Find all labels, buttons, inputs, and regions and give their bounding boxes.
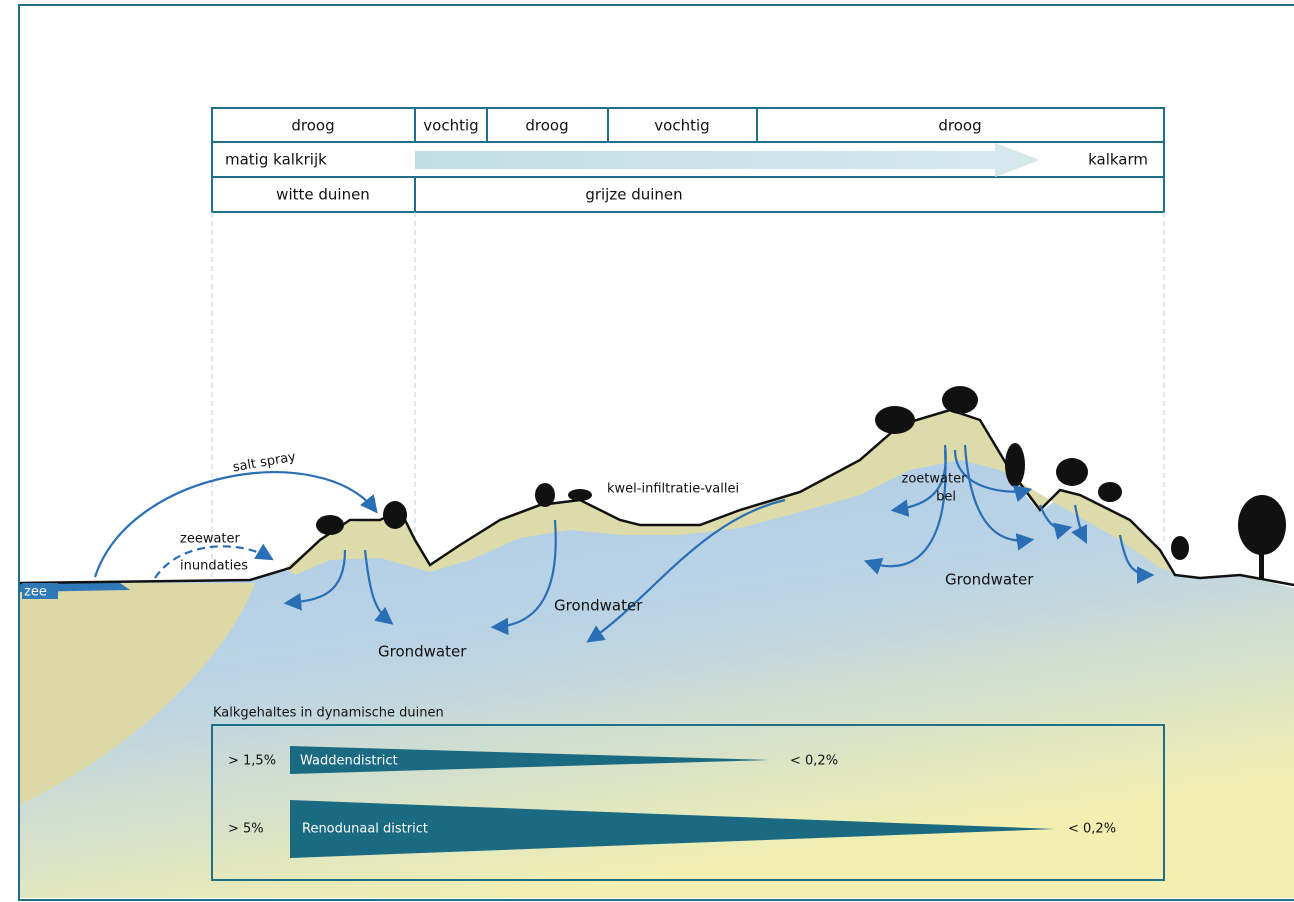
high-value: > 5%	[228, 822, 264, 837]
sea-label: zee	[24, 585, 47, 600]
low-value: < 0,2%	[790, 754, 838, 769]
lime-arrow	[415, 143, 1040, 177]
dune-label: witte duinen	[276, 186, 370, 204]
moisture-label: vochtig	[423, 117, 478, 135]
lime-label: matig kalkrijk	[225, 151, 327, 169]
groundwater-label: Grondwater	[554, 597, 643, 615]
seawater-label: zeewater	[180, 532, 241, 547]
moisture-label: droog	[525, 117, 568, 135]
groundwater-label: Grondwater	[945, 571, 1034, 589]
valley-label: kwel-infiltratie-vallei	[607, 482, 739, 497]
legend-title: Kalkgehaltes in dynamische duinen	[213, 706, 444, 721]
moisture-label: droog	[938, 117, 981, 135]
lime-label: kalkarm	[1088, 151, 1148, 169]
dune-label: grijze duinen	[585, 186, 682, 204]
groundwater-label: Grondwater	[378, 643, 467, 661]
freshwater-label: bel	[936, 490, 956, 505]
header-table: droog vochtig droog vochtig droog matig …	[212, 108, 1164, 212]
district-name: Waddendistrict	[300, 754, 398, 769]
low-value: < 0,2%	[1068, 822, 1116, 837]
inundation-label: inundaties	[180, 559, 248, 574]
moisture-label: droog	[291, 117, 334, 135]
freshwater-label: zoetwater	[902, 472, 968, 487]
high-value: > 1,5%	[228, 754, 276, 769]
moisture-label: vochtig	[654, 117, 709, 135]
district-name: Renodunaal district	[302, 822, 428, 837]
diagram: droog vochtig droog vochtig droog matig …	[0, 0, 1294, 902]
